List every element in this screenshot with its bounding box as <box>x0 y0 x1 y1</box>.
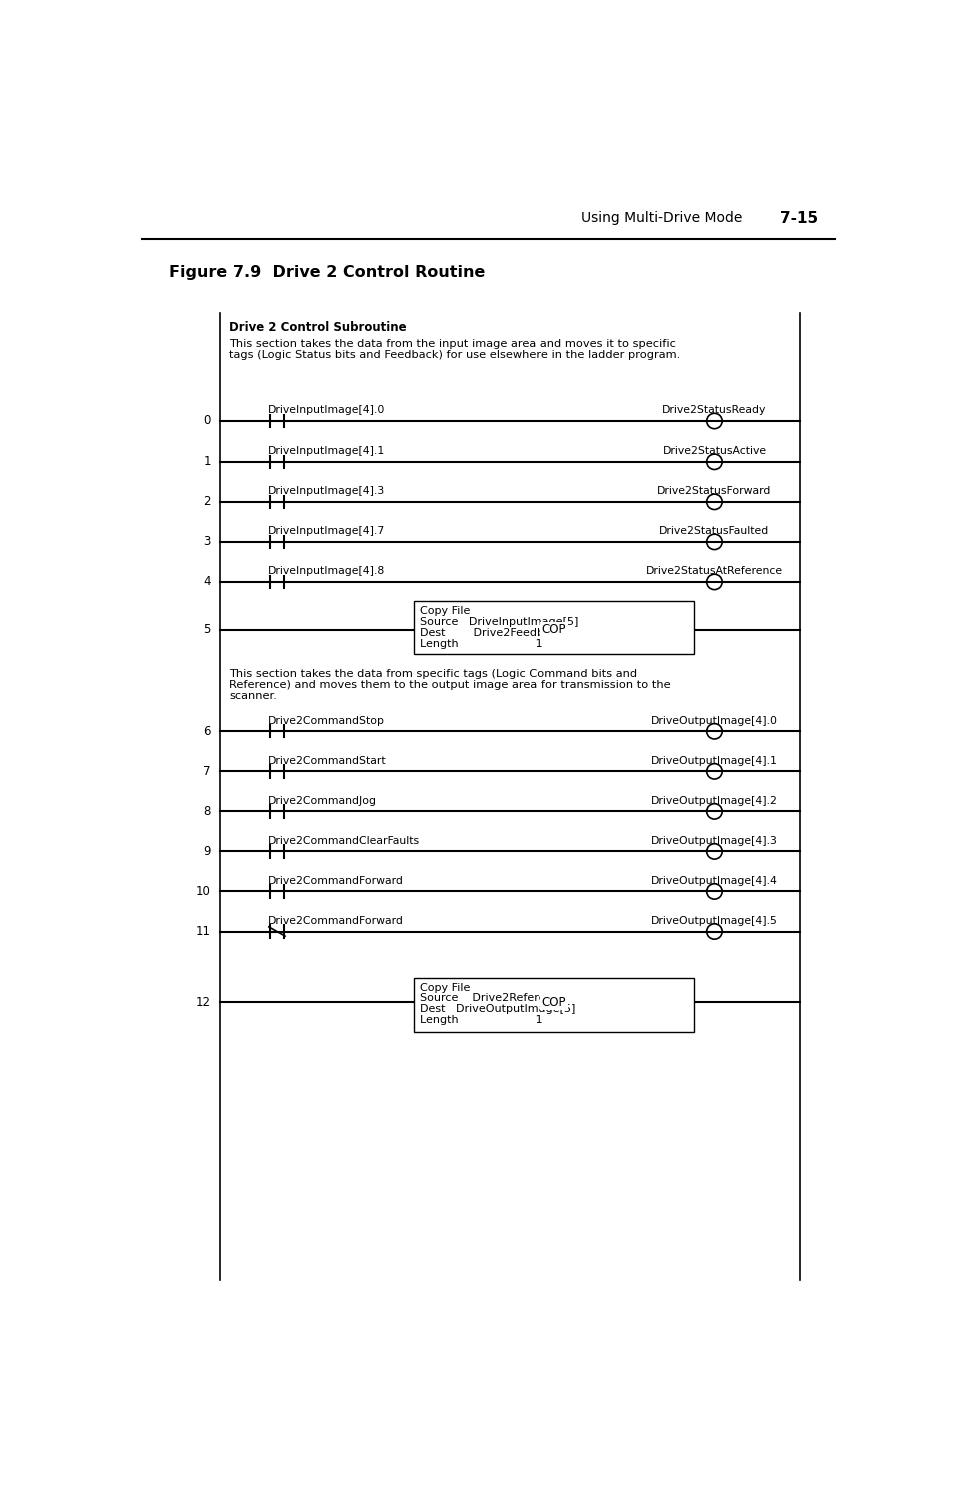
Text: DriveOutputImage[4].1: DriveOutputImage[4].1 <box>650 755 777 766</box>
Text: 9: 9 <box>203 845 211 858</box>
Text: tags (Logic Status bits and Feedback) for use elsewhere in the ladder program.: tags (Logic Status bits and Feedback) fo… <box>229 349 679 360</box>
Text: Figure 7.9  Drive 2 Control Routine: Figure 7.9 Drive 2 Control Routine <box>169 265 485 280</box>
Text: Length                      1: Length 1 <box>419 638 542 648</box>
Text: 10: 10 <box>195 885 211 898</box>
Text: Drive2StatusReady: Drive2StatusReady <box>661 406 766 415</box>
Text: Source   DriveInputImage[5]: Source DriveInputImage[5] <box>419 617 578 628</box>
Text: DriveInputImage[4].0: DriveInputImage[4].0 <box>268 406 385 415</box>
Text: DriveOutputImage[4].5: DriveOutputImage[4].5 <box>650 916 777 926</box>
Text: Dest   DriveOutputImage[5]: Dest DriveOutputImage[5] <box>419 1004 575 1014</box>
Bar <box>414 601 694 653</box>
Text: 7: 7 <box>203 764 211 778</box>
Text: COP: COP <box>541 996 566 1008</box>
Text: DriveOutputImage[4].3: DriveOutputImage[4].3 <box>650 836 777 846</box>
Text: DriveInputImage[4].3: DriveInputImage[4].3 <box>268 486 385 497</box>
Text: Drive 2 Control Subroutine: Drive 2 Control Subroutine <box>229 321 407 333</box>
Text: 8: 8 <box>203 804 211 818</box>
Text: Using Multi-Drive Mode: Using Multi-Drive Mode <box>580 211 741 226</box>
Text: Source    Drive2Reference: Source Drive2Reference <box>419 993 565 1004</box>
Text: Drive2CommandForward: Drive2CommandForward <box>268 876 403 886</box>
Text: Drive2CommandJog: Drive2CommandJog <box>268 796 376 806</box>
Text: Drive2StatusActive: Drive2StatusActive <box>661 446 765 457</box>
Text: Copy File: Copy File <box>419 607 470 616</box>
Text: scanner.: scanner. <box>229 691 277 700</box>
Text: This section takes the data from specific tags (Logic Command bits and: This section takes the data from specifi… <box>229 669 637 680</box>
Text: 11: 11 <box>195 925 211 938</box>
Text: Drive2StatusFaulted: Drive2StatusFaulted <box>659 526 769 537</box>
Text: Drive2CommandStop: Drive2CommandStop <box>268 715 385 726</box>
Text: COP: COP <box>541 623 566 636</box>
Text: Drive2CommandClearFaults: Drive2CommandClearFaults <box>268 836 419 846</box>
Text: DriveInputImage[4].7: DriveInputImage[4].7 <box>268 526 385 537</box>
Text: DriveOutputImage[4].2: DriveOutputImage[4].2 <box>650 796 777 806</box>
Text: DriveInputImage[4].8: DriveInputImage[4].8 <box>268 567 385 575</box>
Bar <box>414 977 694 1032</box>
Text: Drive2CommandForward: Drive2CommandForward <box>268 916 403 926</box>
Text: Drive2StatusAtReference: Drive2StatusAtReference <box>645 567 782 575</box>
Text: 2: 2 <box>203 495 211 509</box>
Text: Reference) and moves them to the output image area for transmission to the: Reference) and moves them to the output … <box>229 680 670 690</box>
Text: 3: 3 <box>203 535 211 549</box>
Text: DriveOutputImage[4].0: DriveOutputImage[4].0 <box>650 715 777 726</box>
Text: 4: 4 <box>203 575 211 589</box>
Text: 7-15: 7-15 <box>779 211 817 226</box>
Text: DriveInputImage[4].1: DriveInputImage[4].1 <box>268 446 385 457</box>
Text: This section takes the data from the input image area and moves it to specific: This section takes the data from the inp… <box>229 339 676 349</box>
Text: 0: 0 <box>203 415 211 427</box>
Text: 5: 5 <box>203 623 211 636</box>
Text: Dest        Drive2Feedback: Dest Drive2Feedback <box>419 628 563 638</box>
Text: DriveOutputImage[4].4: DriveOutputImage[4].4 <box>650 876 777 886</box>
Text: Drive2StatusForward: Drive2StatusForward <box>657 486 771 497</box>
Text: Drive2CommandStart: Drive2CommandStart <box>268 755 386 766</box>
Text: 12: 12 <box>195 996 211 1008</box>
Text: 6: 6 <box>203 724 211 738</box>
Text: Length                      1: Length 1 <box>419 1016 542 1025</box>
Text: 1: 1 <box>203 455 211 468</box>
Text: Copy File: Copy File <box>419 983 470 993</box>
